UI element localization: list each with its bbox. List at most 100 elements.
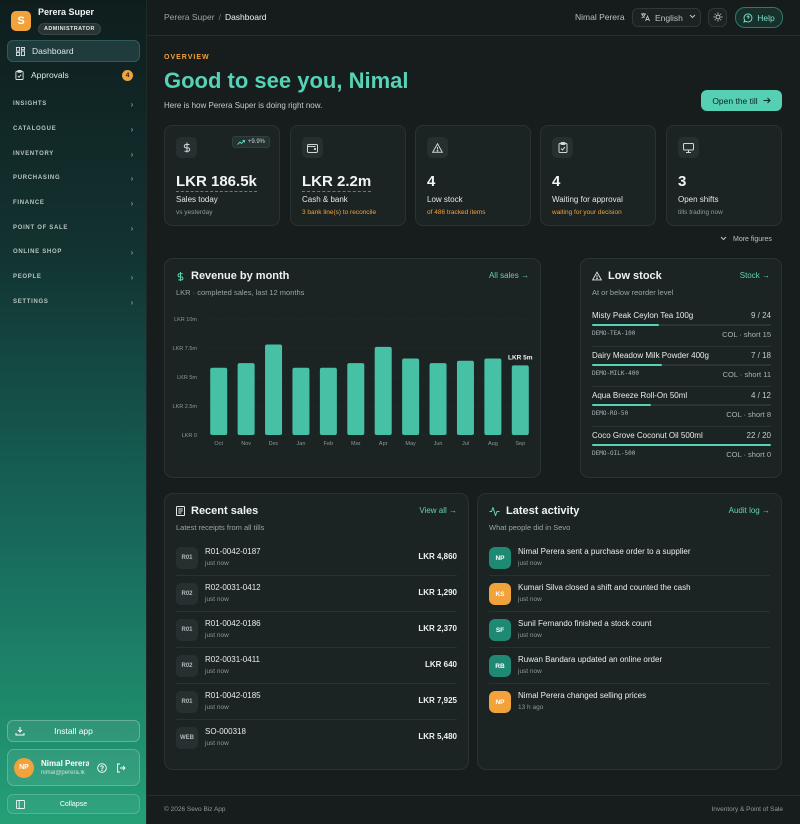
bar-oct[interactable]: [210, 367, 228, 435]
activity-row[interactable]: SF Sunil Fernando finished a stock count j…: [489, 612, 770, 648]
brand[interactable]: S Perera Super ADMINISTRATOR: [11, 7, 101, 35]
bar-feb[interactable]: [319, 367, 337, 435]
install-app-button[interactable]: Install app: [7, 720, 140, 742]
sidebar-group-label: INSIGHTS: [13, 101, 47, 107]
help-circle-icon[interactable]: [96, 762, 108, 774]
sidebar-panel-icon: [16, 800, 25, 811]
footer-tagline: Inventory & Point of Sale: [711, 806, 783, 813]
sidebar-group-label: FINANCE: [13, 200, 45, 206]
bar-may[interactable]: [402, 358, 420, 435]
footer: © 2026 Sevo Biz App Inventory & Point of…: [147, 795, 800, 824]
stat-card-open-shifts[interactable]: 3 Open shifts tills trading now: [666, 125, 782, 226]
low-stock-item[interactable]: Coco Grove Coconut Oil 500ml 22 / 20 DEMO-…: [592, 431, 771, 461]
stat-sub: waiting for your decision: [552, 209, 622, 216]
stock-level-bar: [592, 404, 771, 406]
sidebar-group-label: SETTINGS: [13, 299, 49, 305]
language-select[interactable]: English: [632, 8, 701, 27]
sale-row[interactable]: R01 R01-0042-0185 just now LKR 7,925: [176, 684, 457, 720]
stock-qty: 7 / 18: [750, 351, 771, 360]
stock-link[interactable]: Stock →: [740, 271, 770, 280]
till-chip: R02: [176, 655, 198, 677]
bar-jun[interactable]: [429, 363, 447, 435]
receipt-amount: LKR 4,860: [418, 552, 457, 561]
activity-row[interactable]: KS Kumari Silva closed a shift and counte…: [489, 576, 770, 612]
low-stock-item[interactable]: Misty Peak Ceylon Tea 100g 9 / 24 DEMO-TEA…: [592, 311, 771, 341]
stat-card-low-stock[interactable]: 4 Low stock of 486 tracked items: [415, 125, 531, 226]
receipt-id: R01-0042-0187: [205, 547, 261, 556]
stat-value: LKR 186.5k: [176, 173, 257, 192]
stat-card-sales-today[interactable]: +9.9% LKR 186.5k Sales today vs yesterda…: [164, 125, 280, 226]
revenue-chart: LKR 0 LKR 2.5m LKR 5m LKR 7.5m LKR 10m Oct Nov…: [173, 317, 534, 447]
bar-aug[interactable]: [484, 358, 502, 435]
help-button[interactable]: Help: [735, 7, 783, 28]
activity-row[interactable]: NP Nimal Perera sent a purchase order to …: [489, 540, 770, 576]
chevron-down-icon: [689, 14, 696, 21]
logout-icon[interactable]: [115, 762, 127, 774]
activity-icon: [489, 506, 500, 516]
x-tick-label: Nov: [241, 441, 251, 447]
audit-log-link[interactable]: Audit log →: [729, 506, 770, 515]
x-tick-label: Jun: [434, 441, 443, 447]
sidebar-group-inventory[interactable]: INVENTORY ›: [13, 147, 134, 161]
sidebar-group-online-shop[interactable]: ONLINE SHOP ›: [13, 245, 134, 259]
avatar: RB: [489, 655, 511, 677]
sidebar-group-insights[interactable]: INSIGHTS ›: [13, 97, 134, 111]
low-stock-item[interactable]: Dairy Meadow Milk Powder 400g 7 / 18 DEMO-…: [592, 351, 771, 381]
trending-up-icon: [236, 139, 245, 145]
recent-sales-title: Recent sales: [191, 505, 259, 517]
x-tick-label: Mar: [351, 441, 361, 447]
sidebar-item-dashboard[interactable]: Dashboard: [7, 40, 140, 62]
bar-jul[interactable]: [456, 360, 474, 435]
sidebar-group-catalogue[interactable]: CATALOGUE ›: [13, 122, 134, 136]
stock-level-bar: [592, 444, 771, 446]
sale-row[interactable]: R01 R01-0042-0186 just now LKR 2,370: [176, 612, 457, 648]
activity-time: just now: [518, 560, 542, 567]
all-sales-link[interactable]: All sales →: [489, 271, 529, 280]
sidebar-group-label: INVENTORY: [13, 151, 54, 157]
stock-shortfall: COL · short 0: [726, 450, 771, 459]
dollar-icon: [176, 137, 197, 158]
more-figures-toggle[interactable]: More figures: [720, 236, 772, 243]
chevron-right-icon: ›: [130, 297, 134, 307]
sidebar-group-finance[interactable]: FINANCE ›: [13, 196, 134, 210]
sale-row[interactable]: R02 R02-0031-0412 just now LKR 1,290: [176, 576, 457, 612]
receipt-time: just now: [205, 704, 229, 711]
theme-toggle-button[interactable]: [708, 8, 727, 27]
product-name: Misty Peak Ceylon Tea 100g: [592, 311, 694, 320]
sidebar-group-purchasing[interactable]: PURCHASING ›: [13, 171, 134, 185]
breadcrumb-current: Dashboard: [224, 12, 267, 22]
collapse-sidebar-button[interactable]: Collapse: [7, 794, 140, 814]
stat-sub: vs yesterday: [176, 209, 213, 216]
bar-jan[interactable]: [292, 367, 310, 435]
page-subtitle: Here is how Perera Super is doing right …: [164, 101, 323, 110]
avatar[interactable]: NP: [14, 757, 34, 778]
activity-row[interactable]: NP Nimal Perera changed selling prices 13 …: [489, 684, 770, 720]
low-stock-item[interactable]: Aqua Breeze Roll-On 50ml 4 / 12 DEMO-RO-50…: [592, 391, 771, 421]
sidebar-group-settings[interactable]: SETTINGS ›: [13, 295, 134, 309]
bar-apr[interactable]: [374, 346, 392, 435]
bar-nov[interactable]: [237, 363, 255, 435]
activity-row[interactable]: RB Ruwan Bandara updated an online order j…: [489, 648, 770, 684]
sale-row[interactable]: WEB SO-000318 just now LKR 5,480: [176, 720, 457, 756]
stock-shortfall: COL · short 11: [722, 370, 771, 379]
activity-text: Nimal Perera sent a purchase order to a …: [518, 547, 691, 556]
open-till-label: Open the till: [712, 95, 758, 106]
bar-sep[interactable]: [511, 365, 529, 435]
breadcrumb-root[interactable]: Perera Super: [164, 12, 215, 22]
receipt-amount: LKR 640: [424, 660, 457, 669]
message-help-icon: [743, 13, 753, 23]
bar-dec[interactable]: [265, 344, 283, 435]
sale-row[interactable]: R02 R02-0031-0411 just now LKR 640: [176, 648, 457, 684]
sidebar-group-label: POINT OF SALE: [13, 225, 69, 231]
arrow-right-icon: →: [762, 271, 770, 280]
sidebar-item-approvals[interactable]: Approvals 4: [7, 64, 140, 86]
sidebar-group-people[interactable]: PEOPLE ›: [13, 270, 134, 284]
stat-card-cash-bank[interactable]: LKR 2.2m Cash & bank 3 bank line(s) to r…: [290, 125, 406, 226]
sidebar-group-point-of-sale[interactable]: POINT OF SALE ›: [13, 221, 134, 235]
bar-mar[interactable]: [347, 363, 365, 435]
sale-row[interactable]: R01 R01-0042-0187 just now LKR 4,860: [176, 540, 457, 576]
translate-icon: [640, 12, 650, 24]
stat-card-approvals[interactable]: 4 Waiting for approval waiting for your …: [540, 125, 656, 226]
view-all-link[interactable]: View all →: [419, 506, 457, 515]
open-till-button[interactable]: Open the till: [701, 90, 782, 111]
